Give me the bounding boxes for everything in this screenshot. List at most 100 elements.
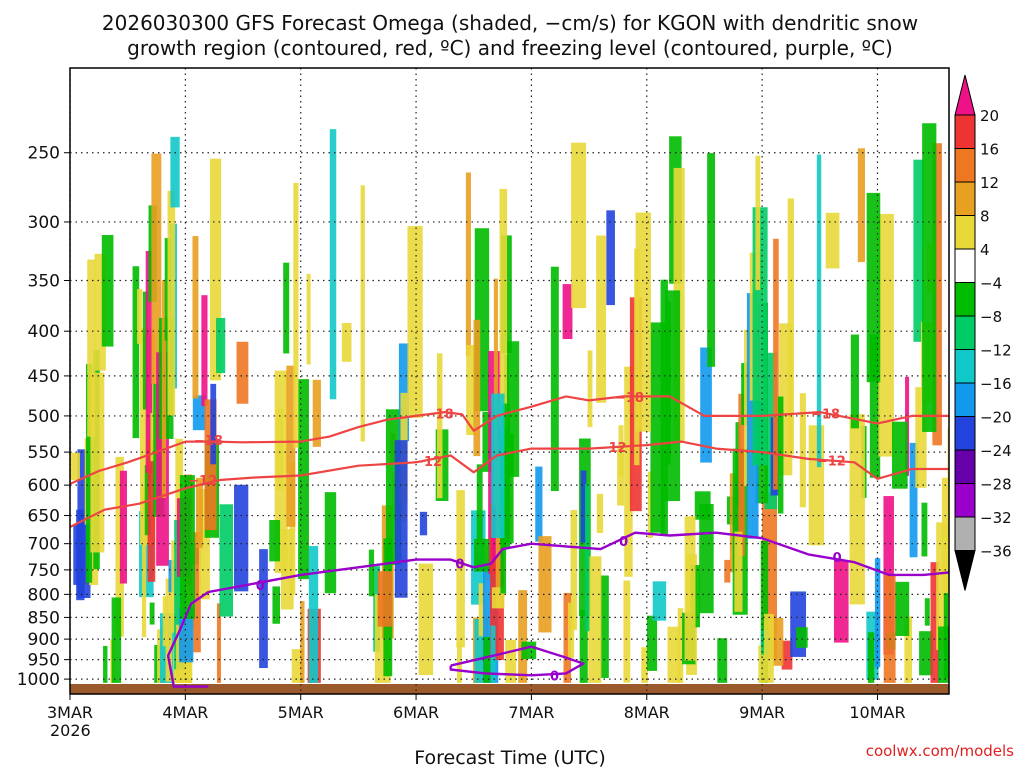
omega-shade-cell	[667, 626, 681, 683]
colorbar-bottom-arrow	[954, 550, 976, 591]
omega-shade-cell	[269, 520, 281, 562]
omega-shade-cell	[724, 559, 731, 583]
colorbar-swatch	[954, 148, 976, 183]
x-tick-label: 8MAR	[624, 703, 670, 722]
omega-shade-cell	[825, 212, 840, 269]
omega-shade-cell	[193, 532, 201, 653]
omega-shade-cell	[652, 581, 667, 621]
y-tick-label: 1000	[17, 670, 60, 690]
chart-title-line1: 2026030300 GFS Forecast Omega (shaded, −…	[102, 11, 918, 35]
omega-shade-cell	[507, 341, 520, 477]
omega-shade-cell	[857, 148, 865, 263]
omega-shade-cell	[869, 334, 881, 478]
omega-shade-cell	[816, 154, 822, 468]
colorbar-level-label: 20	[980, 107, 999, 125]
omega-shade-cell	[717, 638, 728, 683]
omega-shade-cell	[699, 504, 714, 614]
omega-shade-cell	[141, 488, 147, 638]
omega-shade-cell	[192, 236, 199, 399]
y-tick-label: 800	[28, 585, 60, 605]
colorbar-swatch	[954, 483, 976, 518]
colorbar-swatch	[954, 516, 976, 551]
y-tick-label: 250	[28, 144, 60, 164]
omega-shade-cell	[734, 531, 743, 612]
colorbar-level-label: 16	[980, 141, 999, 159]
omega-shade-cell	[849, 414, 865, 605]
omega-shade-cell	[179, 475, 195, 619]
omega-shade-cell	[781, 640, 793, 670]
omega-shade-cell	[799, 393, 806, 508]
omega-shade-cell	[538, 536, 552, 633]
x-tick-label: 3MAR	[47, 703, 93, 722]
omega-shade-cell	[647, 471, 653, 538]
omega-shade-cell	[293, 182, 299, 448]
omega-shade-cell	[493, 278, 498, 508]
omega-shade-cell	[436, 353, 443, 499]
omega-shade-cell	[341, 322, 352, 362]
x-tick-label: 6MAR	[393, 703, 439, 722]
omega-shade-cell	[562, 284, 573, 340]
omega-shade-cell	[904, 616, 913, 683]
omega-shade-cell	[878, 213, 894, 457]
colorbar-swatch	[954, 349, 976, 384]
contours: −18 −18 −18 −18 −12 −12 −12 −12 0 0 0 0 0	[70, 391, 949, 688]
y-tick-label: 350	[28, 271, 60, 291]
colorbar-swatch	[954, 449, 976, 484]
x-tick-label: 4MAR	[162, 703, 208, 722]
omega-shade-cell	[930, 562, 939, 683]
omega-shading	[70, 123, 949, 683]
omega-shade-cell	[161, 280, 167, 498]
y-tick-label: 600	[28, 476, 60, 496]
omega-shade-cell	[563, 592, 572, 683]
omega-shade-cell	[286, 365, 296, 527]
omega-shade-cell	[291, 649, 303, 683]
colorbar-level-label: 12	[980, 174, 999, 192]
omega-shade-cell	[891, 421, 908, 489]
omega-shade-cell	[634, 248, 640, 466]
omega-shade-cell	[272, 586, 280, 624]
omega-shade-cell	[476, 464, 483, 545]
omega-shade-cell	[87, 259, 96, 437]
x-tick-label: 5MAR	[278, 703, 324, 722]
omega-shade-cell	[919, 631, 933, 676]
colorbar-swatch	[954, 416, 976, 451]
omega-shade-cell	[219, 504, 234, 617]
colorbar-swatch	[954, 215, 976, 250]
omega-shade-cell	[360, 185, 365, 442]
omega-shade-cell	[588, 556, 602, 683]
omega-shade-cell	[276, 408, 284, 490]
omega-shade-cell	[142, 291, 148, 410]
omega-shade-cell	[149, 602, 155, 625]
omega-shade-cell	[521, 641, 537, 659]
colorbar-swatch	[954, 114, 976, 149]
omega-shade-cell	[921, 502, 928, 557]
omega-shade-cell	[259, 549, 268, 669]
omega-shade-cell	[234, 484, 249, 592]
omega-shade-cell	[70, 452, 80, 481]
colorbar-swatch	[954, 181, 976, 216]
x-tick-sublabel: 2026	[50, 721, 91, 740]
omega-shade-cell	[306, 273, 311, 365]
isotherm-label-minus12: −12	[188, 474, 217, 489]
omega-shade-cell	[763, 613, 774, 683]
freezing-label-0: 0	[455, 558, 464, 573]
omega-shade-cell	[796, 627, 808, 648]
omega-shade-cell	[298, 379, 309, 580]
colorbar-level-label: −16	[980, 375, 1012, 393]
isotherm-label-minus18: −18	[811, 408, 840, 423]
omega-shade-cell	[738, 393, 745, 556]
omega-shade-cell	[895, 581, 910, 636]
isotherm-label-minus12: −12	[413, 455, 442, 470]
omega-shade-cell	[772, 617, 784, 666]
omega-shade-cell	[913, 159, 924, 342]
omega-shade-cell	[684, 516, 696, 661]
y-tick-label: 650	[28, 507, 60, 527]
omega-shade-cell	[943, 593, 949, 679]
y-tick-label: 450	[28, 367, 60, 387]
omega-shade-cell	[419, 511, 428, 536]
colorbar-swatch	[954, 315, 976, 350]
omega-shade-cell	[474, 538, 490, 572]
omega-shade-cell	[624, 366, 633, 577]
omega-shade-cell	[850, 334, 859, 429]
omega-shade-cell	[491, 393, 505, 539]
